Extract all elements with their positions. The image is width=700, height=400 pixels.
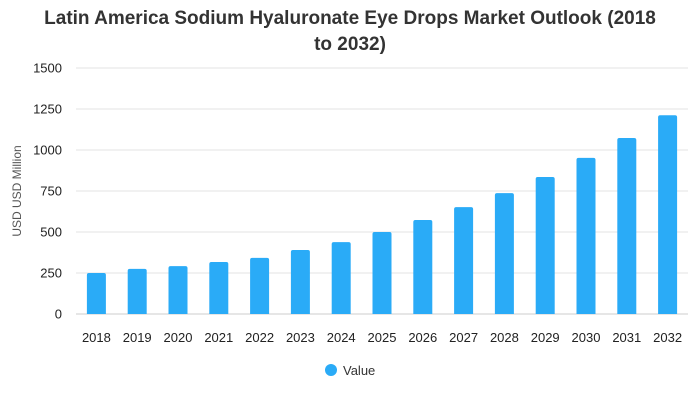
bars [86, 115, 678, 315]
bar-2026[interactable] [413, 220, 433, 314]
bar-2018[interactable] [86, 273, 106, 314]
x-tick-label: 2020 [164, 330, 193, 345]
bar-2020[interactable] [168, 266, 188, 314]
bar-2022[interactable] [250, 257, 270, 314]
bar-2030[interactable] [576, 157, 596, 314]
x-tick-label: 2032 [653, 330, 682, 345]
bar-2025[interactable] [372, 232, 392, 314]
bar-2029[interactable] [535, 177, 555, 314]
bar-2032[interactable] [658, 115, 678, 315]
bar-2027[interactable] [454, 207, 474, 314]
y-tick-label: 500 [40, 225, 62, 240]
legend-marker-icon[interactable] [325, 364, 337, 376]
y-tick-label: 1500 [33, 61, 62, 76]
y-tick-label: 750 [40, 184, 62, 199]
x-tick-label: 2028 [490, 330, 519, 345]
x-tick-label: 2024 [327, 330, 356, 345]
y-axis-ticks: 0 250 500 750 1000 1250 1500 [33, 61, 62, 322]
y-tick-label: 250 [40, 266, 62, 281]
x-tick-label: 2027 [449, 330, 478, 345]
y-tick-label: 1000 [33, 143, 62, 158]
x-tick-label: 2031 [612, 330, 641, 345]
chart-title-line-2: to 2032) [314, 34, 386, 55]
x-tick-label: 2022 [245, 330, 274, 345]
x-tick-label: 2019 [123, 330, 152, 345]
x-tick-label: 2030 [572, 330, 601, 345]
legend[interactable]: Value [325, 363, 375, 378]
legend-label[interactable]: Value [343, 363, 375, 378]
chart-title-line-1: Latin America Sodium Hyaluronate Eye Dro… [44, 8, 656, 29]
x-tick-label: 2025 [368, 330, 397, 345]
bar-2028[interactable] [494, 193, 514, 314]
x-tick-label: 2021 [204, 330, 233, 345]
y-tick-label: 0 [55, 307, 62, 322]
x-tick-label: 2026 [408, 330, 437, 345]
bar-2023[interactable] [290, 250, 310, 314]
bar-2021[interactable] [209, 262, 229, 314]
x-tick-label: 2018 [82, 330, 111, 345]
x-tick-label: 2023 [286, 330, 315, 345]
bar-2019[interactable] [127, 268, 147, 314]
x-tick-label: 2029 [531, 330, 560, 345]
x-axis-ticks: 2018 2019 2020 2021 2022 2023 2024 2025 2026 2027… [82, 330, 682, 345]
y-tick-label: 1250 [33, 102, 62, 117]
bar-2031[interactable] [617, 138, 637, 314]
y-axis-label: USD USD Million [10, 145, 24, 236]
bar-2024[interactable] [331, 242, 351, 314]
